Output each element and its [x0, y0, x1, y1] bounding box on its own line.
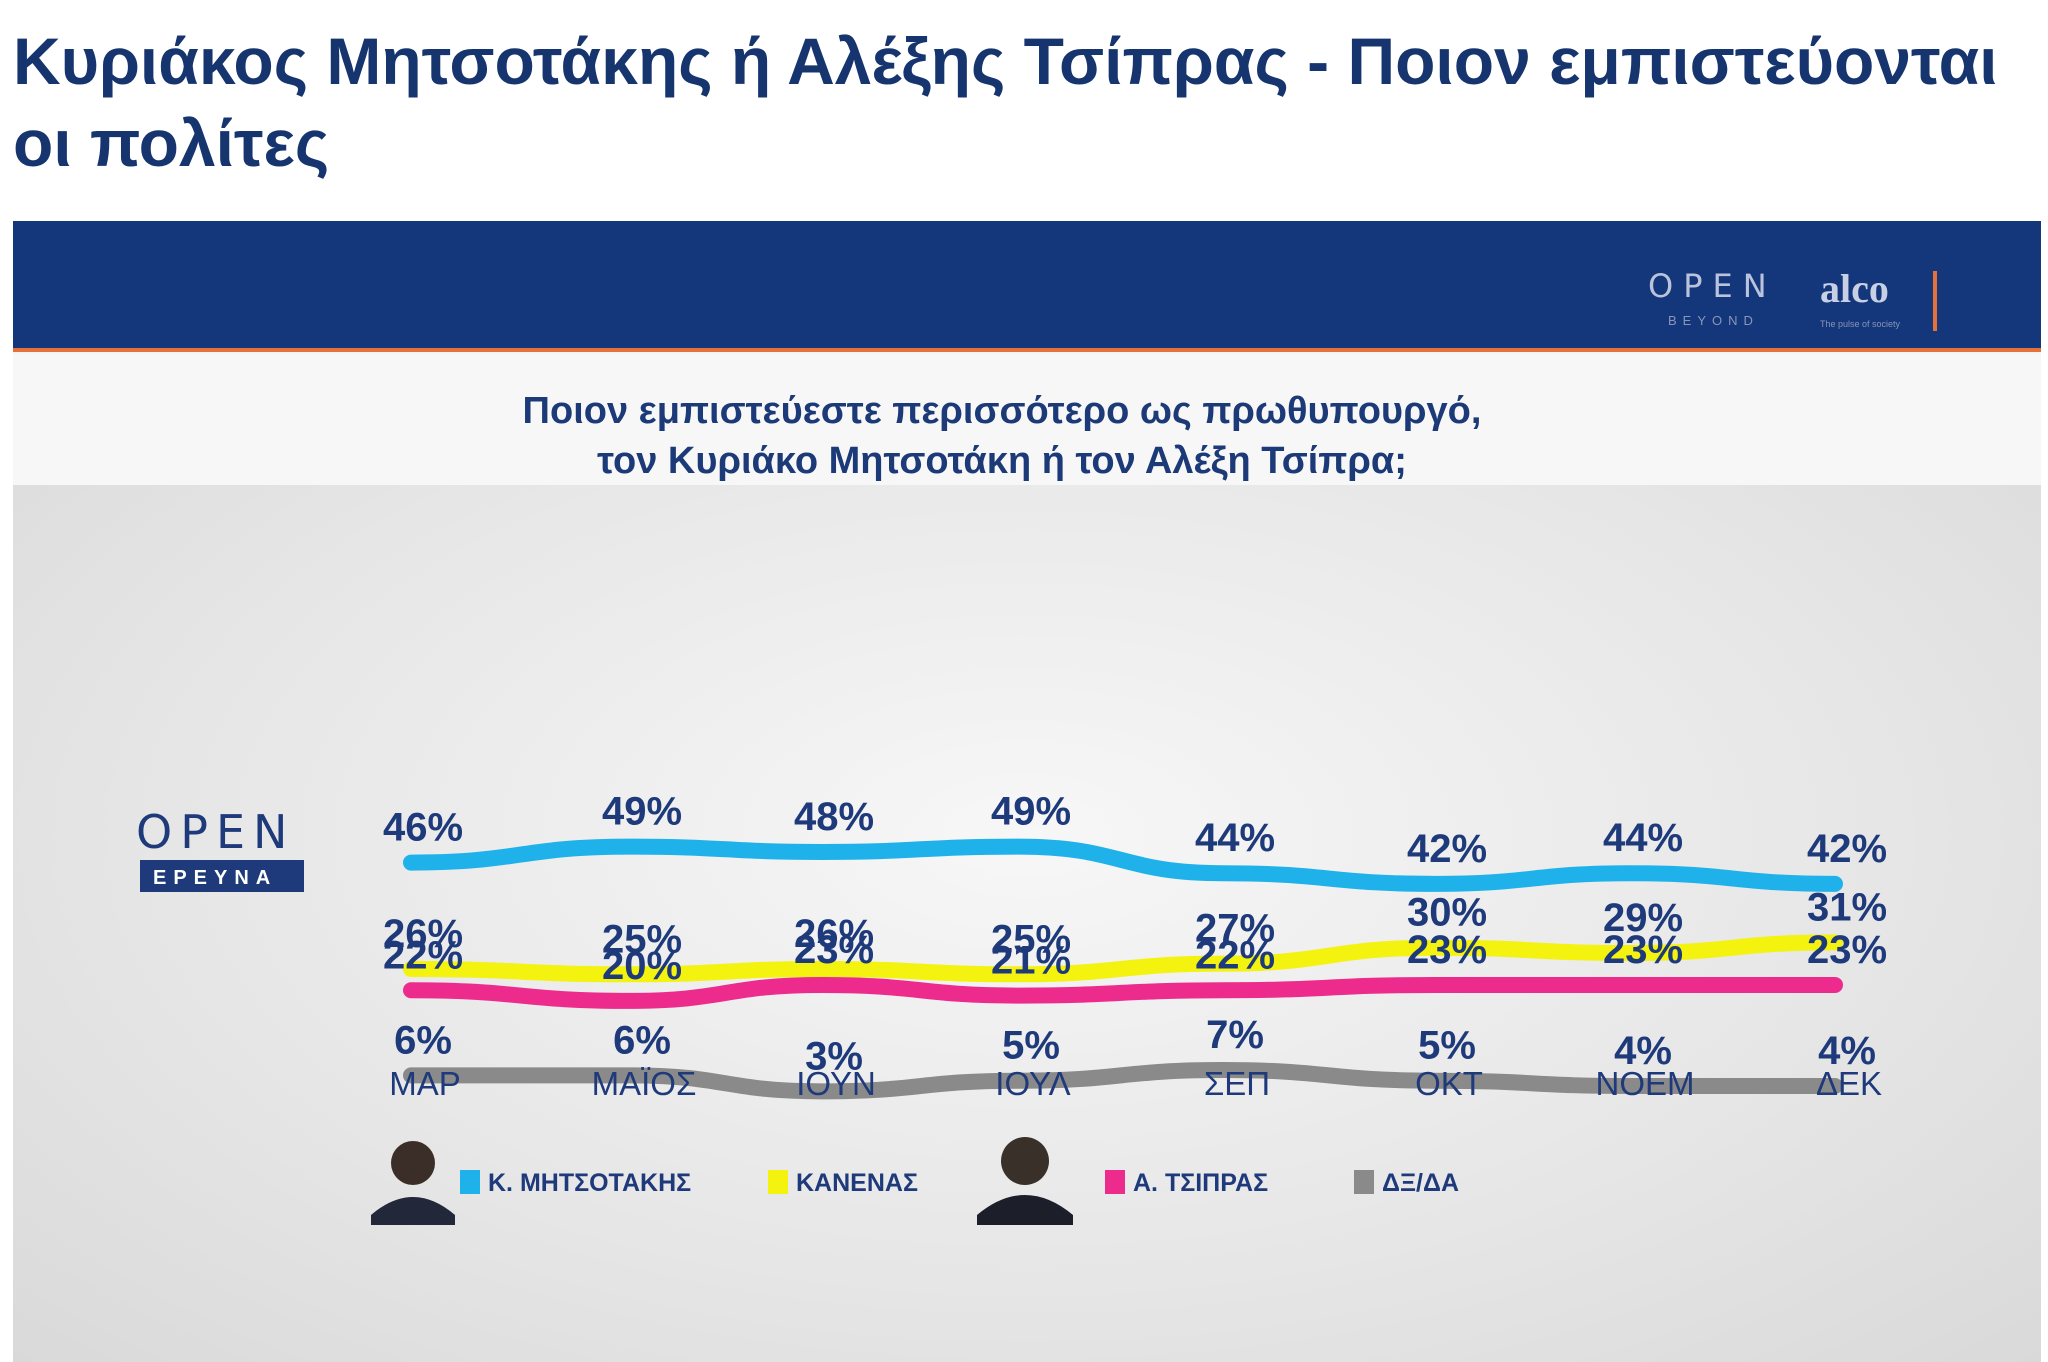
data-label: 4% — [1614, 1029, 1672, 1073]
mitsotakis-photo — [371, 1141, 455, 1225]
data-label: 42% — [1407, 827, 1487, 871]
open-erevna-open-text: OPEN — [136, 805, 295, 859]
data-label: 23% — [794, 928, 874, 972]
data-label: 26% — [383, 912, 463, 956]
open-erevna-logo: OPEN ΕΡΕΥΝΑ — [136, 805, 304, 892]
legend-swatch — [1105, 1170, 1125, 1194]
data-label: 27% — [1195, 907, 1275, 951]
tsipras-photo-body — [977, 1195, 1073, 1225]
legend-label: ΚΑΝΕΝΑΣ — [796, 1169, 918, 1197]
data-label: 22% — [383, 933, 463, 977]
data-label: 22% — [1195, 933, 1275, 977]
legend-label: Α. ΤΣΙΠΡΑΣ — [1133, 1169, 1268, 1197]
legend-swatch — [1354, 1170, 1374, 1194]
tsipras-photo-head — [1001, 1137, 1049, 1185]
data-label: 7% — [1206, 1013, 1264, 1057]
x-tick-label: ΙΟΥΛ — [995, 1065, 1070, 1102]
article-title: Κυριάκος Μητσοτάκης ή Αλέξης Τσίπρας - Π… — [13, 24, 1998, 180]
x-tick-label: ΔΕΚ — [1816, 1065, 1882, 1102]
x-tick-label: ΙΟΥΝ — [796, 1065, 876, 1102]
data-label: 49% — [602, 790, 682, 834]
x-tick-label: ΝΟΕΜ — [1596, 1065, 1695, 1102]
legend-label: ΔΞ/ΔΑ — [1382, 1169, 1459, 1197]
series-layer — [403, 838, 1843, 1100]
brand-divider — [1933, 271, 1937, 331]
data-label: 26% — [794, 912, 874, 956]
chart-title-line-1: Ποιον εμπιστεύεστε περισσότερο ως πρωθυπ… — [522, 390, 1482, 432]
data-label: 46% — [383, 806, 463, 850]
infographic: OPEN BEYOND alco The pulse of society Πο… — [13, 221, 2041, 1362]
alco-tagline: The pulse of society — [1820, 319, 1901, 329]
legend-label: Κ. ΜΗΤΣΟΤΑΚΗΣ — [488, 1169, 691, 1197]
chart-title-line-2: τον Κυριάκο Μητσοτάκη ή τον Αλέξη Τσίπρα… — [597, 440, 1407, 482]
series-line-1 — [403, 838, 1843, 892]
x-axis: ΜΑΡ ΜΑΪΟΣ ΙΟΥΝ ΙΟΥΛ ΣΕΠ ΟΚΤ ΝΟΕΜ ΔΕΚ — [389, 1065, 1882, 1102]
x-tick-label: ΜΑΡ — [389, 1065, 461, 1102]
series-line-4 — [403, 1062, 1843, 1100]
data-label: 30% — [1407, 891, 1487, 935]
data-label: 29% — [1603, 896, 1683, 940]
series-line-2 — [403, 934, 1843, 983]
data-label: 42% — [1807, 827, 1887, 871]
x-tick-label: ΜΑΪΟΣ — [592, 1065, 697, 1102]
data-label: 23% — [1603, 928, 1683, 972]
mitsotakis-photo-head — [391, 1141, 435, 1185]
open-erevna-badge — [140, 860, 304, 892]
data-label: 20% — [602, 944, 682, 988]
data-label: 44% — [1603, 816, 1683, 860]
mitsotakis-photo-body — [371, 1197, 455, 1225]
legend-swatch — [460, 1170, 480, 1194]
data-label: 6% — [394, 1018, 452, 1062]
data-label: 49% — [991, 790, 1071, 834]
data-label: 31% — [1807, 885, 1887, 929]
data-label: 44% — [1195, 816, 1275, 860]
legend: Κ. ΜΗΤΣΟΤΑΚΗΣ ΚΑΝΕΝΑΣ Α. ΤΣΙΠΡΑΣ ΔΞ/ΔΑ — [371, 1137, 1459, 1225]
data-label: 5% — [1418, 1024, 1476, 1068]
value-labels: 46% 49% 48% 49% 44% 42% 44% 42% 26% 25% 26% 25% 27% 3… — [383, 790, 1887, 1079]
data-label: 23% — [1807, 928, 1887, 972]
chart-question: Ποιον εμπιστεύεστε περισσότερο ως πρωθυπ… — [13, 354, 2041, 504]
x-tick-label: ΟΚΤ — [1415, 1065, 1483, 1102]
data-label: 5% — [1002, 1024, 1060, 1068]
open-beyond-tagline: BEYOND — [1668, 313, 1759, 328]
brand-header-bar: OPEN BEYOND alco The pulse of society — [13, 221, 2041, 352]
data-label: 4% — [1818, 1029, 1876, 1073]
data-label: 25% — [991, 917, 1071, 961]
data-label: 6% — [613, 1018, 671, 1062]
data-label: 48% — [794, 795, 874, 839]
open-beyond-logo: OPEN — [1648, 267, 1777, 305]
tsipras-photo — [977, 1137, 1073, 1225]
line-chart: OPEN ΕΡΕΥΝΑ 46% 49% 48% 49%44% 42% 44% 42%26% 2… — [136, 790, 1887, 1225]
alco-logo: alco — [1820, 266, 1889, 311]
data-label: 25% — [602, 917, 682, 961]
open-erevna-text: ΕΡΕΥΝΑ — [153, 867, 277, 889]
chart-panel: OPEN ΕΡΕΥΝΑ 46% 49% 48% 49% 44% 42% 44% 42% 26% 2… — [13, 485, 2041, 1362]
series-line-3 — [403, 976, 1843, 1009]
x-tick-label: ΣΕΠ — [1204, 1065, 1270, 1102]
legend-swatch — [768, 1170, 788, 1194]
data-label: 23% — [1407, 928, 1487, 972]
data-label: 3% — [805, 1034, 863, 1078]
data-label: 21% — [991, 939, 1071, 983]
